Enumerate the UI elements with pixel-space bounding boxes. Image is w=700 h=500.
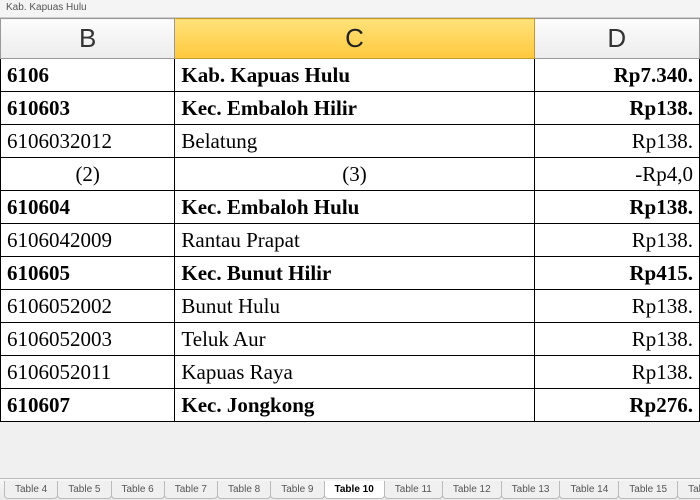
table-row: 610605Kec. Bunut HilirRp415. [1,257,700,290]
sheet-tab[interactable]: Table 10 [324,481,385,499]
sheet-tab[interactable]: Table 6 [111,481,165,499]
cell[interactable]: (2) [1,158,175,191]
table-row: 6106042009Rantau PrapatRp138. [1,224,700,257]
column-header-D[interactable]: D [534,19,699,59]
cell[interactable]: 6106052003 [1,323,175,356]
sheet-tab[interactable]: Table 4 [4,481,58,499]
cell[interactable]: Kec. Embaloh Hilir [175,92,534,125]
cell[interactable]: Teluk Aur [175,323,534,356]
cell[interactable]: Rp138. [534,191,699,224]
sheet-title: Kab. Kapuas Hulu [6,2,87,13]
cell[interactable]: Kapuas Raya [175,356,534,389]
cell[interactable]: 6106052002 [1,290,175,323]
cell[interactable]: 610605 [1,257,175,290]
cell[interactable]: Rp138. [534,92,699,125]
cell[interactable]: Rp138. [534,356,699,389]
cell[interactable]: Kec. Bunut Hilir [175,257,534,290]
cell[interactable]: 6106032012 [1,125,175,158]
sheet-tab[interactable]: Table 11 [384,481,443,499]
table-row: 610607Kec. JongkongRp276. [1,389,700,422]
cell[interactable]: 6106042009 [1,224,175,257]
cell[interactable]: Rantau Prapat [175,224,534,257]
sheet-tab[interactable]: Table 12 [442,481,502,499]
table-row: 610603Kec. Embaloh HilirRp138. [1,92,700,125]
sheet-tab[interactable]: Table 13 [501,481,561,499]
spreadsheet-grid: B C D 6106Kab. Kapuas HuluRp7.340.610603… [0,18,700,422]
table-row: (2)(3)-Rp4,0 [1,158,700,191]
sheet-tab[interactable]: Table 8 [217,481,271,499]
cell[interactable]: Rp138. [534,290,699,323]
data-table: B C D 6106Kab. Kapuas HuluRp7.340.610603… [0,18,700,422]
cell[interactable]: Kec. Jongkong [175,389,534,422]
cell[interactable]: 6106052011 [1,356,175,389]
table-row: 6106052011Kapuas RayaRp138. [1,356,700,389]
table-row: 6106052002Bunut HuluRp138. [1,290,700,323]
cell[interactable]: (3) [175,158,534,191]
sheet-tab[interactable]: Table 14 [559,481,619,499]
cell[interactable]: Bunut Hulu [175,290,534,323]
sheet-tab[interactable]: Table 16 [677,481,700,499]
cell[interactable]: Rp138. [534,125,699,158]
cell[interactable]: Rp138. [534,224,699,257]
table-row: 6106052003Teluk AurRp138. [1,323,700,356]
column-header-B[interactable]: B [1,19,175,59]
cell[interactable]: Rp138. [534,323,699,356]
table-row: 6106032012BelatungRp138. [1,125,700,158]
cell[interactable]: 610604 [1,191,175,224]
cell[interactable]: 610607 [1,389,175,422]
cell[interactable]: Rp276. [534,389,699,422]
table-row: 6106Kab. Kapuas HuluRp7.340. [1,59,700,92]
cell[interactable]: Kec. Embaloh Hulu [175,191,534,224]
sheet-tab[interactable]: Table 5 [57,481,111,499]
cell[interactable]: -Rp4,0 [534,158,699,191]
sheet-tab-strip: Table 4Table 5Table 6Table 7Table 8Table… [0,478,700,500]
column-header-C[interactable]: C [175,19,534,59]
sheet-tab[interactable]: Table 9 [270,481,324,499]
table-row: 610604Kec. Embaloh HuluRp138. [1,191,700,224]
cell[interactable]: Kab. Kapuas Hulu [175,59,534,92]
cell[interactable]: 610603 [1,92,175,125]
cell[interactable]: Rp415. [534,257,699,290]
sheet-title-bar: Kab. Kapuas Hulu [0,0,700,18]
column-header-row: B C D [1,19,700,59]
sheet-tab[interactable]: Table 15 [618,481,678,499]
cell[interactable]: Belatung [175,125,534,158]
cell[interactable]: Rp7.340. [534,59,699,92]
cell[interactable]: 6106 [1,59,175,92]
sheet-tab[interactable]: Table 7 [164,481,218,499]
